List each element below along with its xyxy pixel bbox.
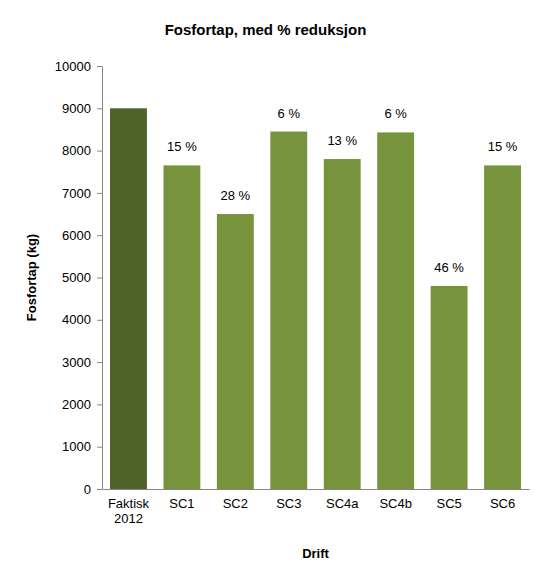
x-tick: SC4a (326, 496, 359, 511)
x-tick: Faktisk2012 (108, 496, 150, 526)
x-axis: Faktisk2012 SC1 SC2 SC3 SC4a SC4b SC5 SC6 (103, 490, 530, 527)
y-tick-label: 6000 (62, 228, 91, 243)
bar (431, 286, 468, 489)
x-axis-line (103, 489, 530, 490)
y-tick-mark (97, 404, 102, 405)
reduction-labels: 15 % 28 % 6 % 13 % 6 % 46 % 15 % (167, 106, 518, 275)
x-tick-label-line: Faktisk (108, 496, 150, 511)
y-tick-mark (97, 108, 102, 109)
reduction-label: 15 % (488, 139, 518, 154)
x-tick-label: SC2 (223, 496, 248, 511)
bar (217, 214, 254, 489)
x-tick: SC1 (169, 496, 194, 511)
reduction-label: 6 % (384, 106, 407, 121)
y-tick-label: 1000 (62, 439, 91, 454)
x-tick: SC3 (276, 496, 301, 511)
x-tick: SC6 (490, 496, 515, 511)
bar (377, 132, 414, 489)
x-tick: SC5 (436, 496, 461, 511)
y-tick-label: 9000 (62, 101, 91, 116)
bar (324, 159, 361, 489)
y-tick: 3000 (62, 355, 102, 370)
bar (110, 108, 147, 489)
y-tick: 10000 (55, 59, 102, 74)
x-tick: SC4b (379, 496, 412, 511)
reduction-label: 15 % (167, 139, 197, 154)
y-tick: 4000 (62, 312, 102, 327)
y-tick-mark (97, 66, 102, 67)
title: Fosfortap, med % reduksjon (165, 21, 367, 38)
reduction-label: 46 % (434, 260, 464, 275)
x-tick-label: SC4a (326, 496, 359, 511)
y-tick-label: 10000 (55, 59, 91, 74)
y-tick-mark (97, 362, 102, 363)
bar (484, 165, 521, 489)
y-tick-mark (97, 151, 102, 152)
bar (163, 165, 200, 489)
y-tick: 1000 (62, 439, 102, 454)
bars (110, 108, 521, 489)
y-axis-line (102, 67, 103, 490)
bar (270, 132, 307, 489)
x-tick-label: SC5 (436, 496, 461, 511)
y-tick: 6000 (62, 228, 102, 243)
x-tick-label: SC6 (490, 496, 515, 511)
x-tick-label: SC3 (276, 496, 301, 511)
y-tick-mark (97, 193, 102, 194)
reduction-label: 13 % (327, 133, 357, 148)
reduction-label: 28 % (221, 188, 251, 203)
x-tick-label: Faktisk2012 (108, 496, 150, 526)
plot: 0 1000 2000 3000 4000 5000 6000 7000 8000 9000 100… (55, 59, 530, 527)
y-tick: 2000 (62, 397, 102, 412)
y-tick-mark (97, 235, 102, 236)
y-tick: 7000 (62, 186, 102, 201)
y-tick-mark (97, 320, 102, 321)
y-tick-label: 0 (84, 482, 91, 497)
y-tick: 5000 (62, 270, 102, 285)
x-tick: SC2 (223, 496, 248, 511)
y-tick-label: 8000 (62, 143, 91, 158)
x-tick-label-line: 2012 (114, 511, 143, 526)
y-axis: 0 1000 2000 3000 4000 5000 6000 7000 8000 9000 100… (55, 59, 103, 497)
y-tick-mark (97, 489, 102, 490)
chart: 0 1000 2000 3000 4000 5000 6000 7000 8000 9000 100… (0, 0, 535, 575)
x-tick-label: SC1 (169, 496, 194, 511)
x-axis-title: Drift (302, 546, 329, 561)
y-tick-label: 2000 (62, 397, 91, 412)
y-tick-mark (97, 447, 102, 448)
reduction-label: 6 % (278, 106, 301, 121)
y-tick-label: 4000 (62, 312, 91, 327)
x-tick-label: SC4b (379, 496, 412, 511)
y-axis-title: Fosfortap (kg) (24, 234, 39, 321)
y-tick: 9000 (62, 101, 102, 116)
y-tick: 0 (84, 482, 102, 497)
y-tick-mark (97, 278, 102, 279)
y-tick-label: 5000 (62, 270, 91, 285)
y-tick-label: 7000 (62, 186, 91, 201)
y-tick-label: 3000 (62, 355, 91, 370)
y-tick: 8000 (62, 143, 102, 158)
